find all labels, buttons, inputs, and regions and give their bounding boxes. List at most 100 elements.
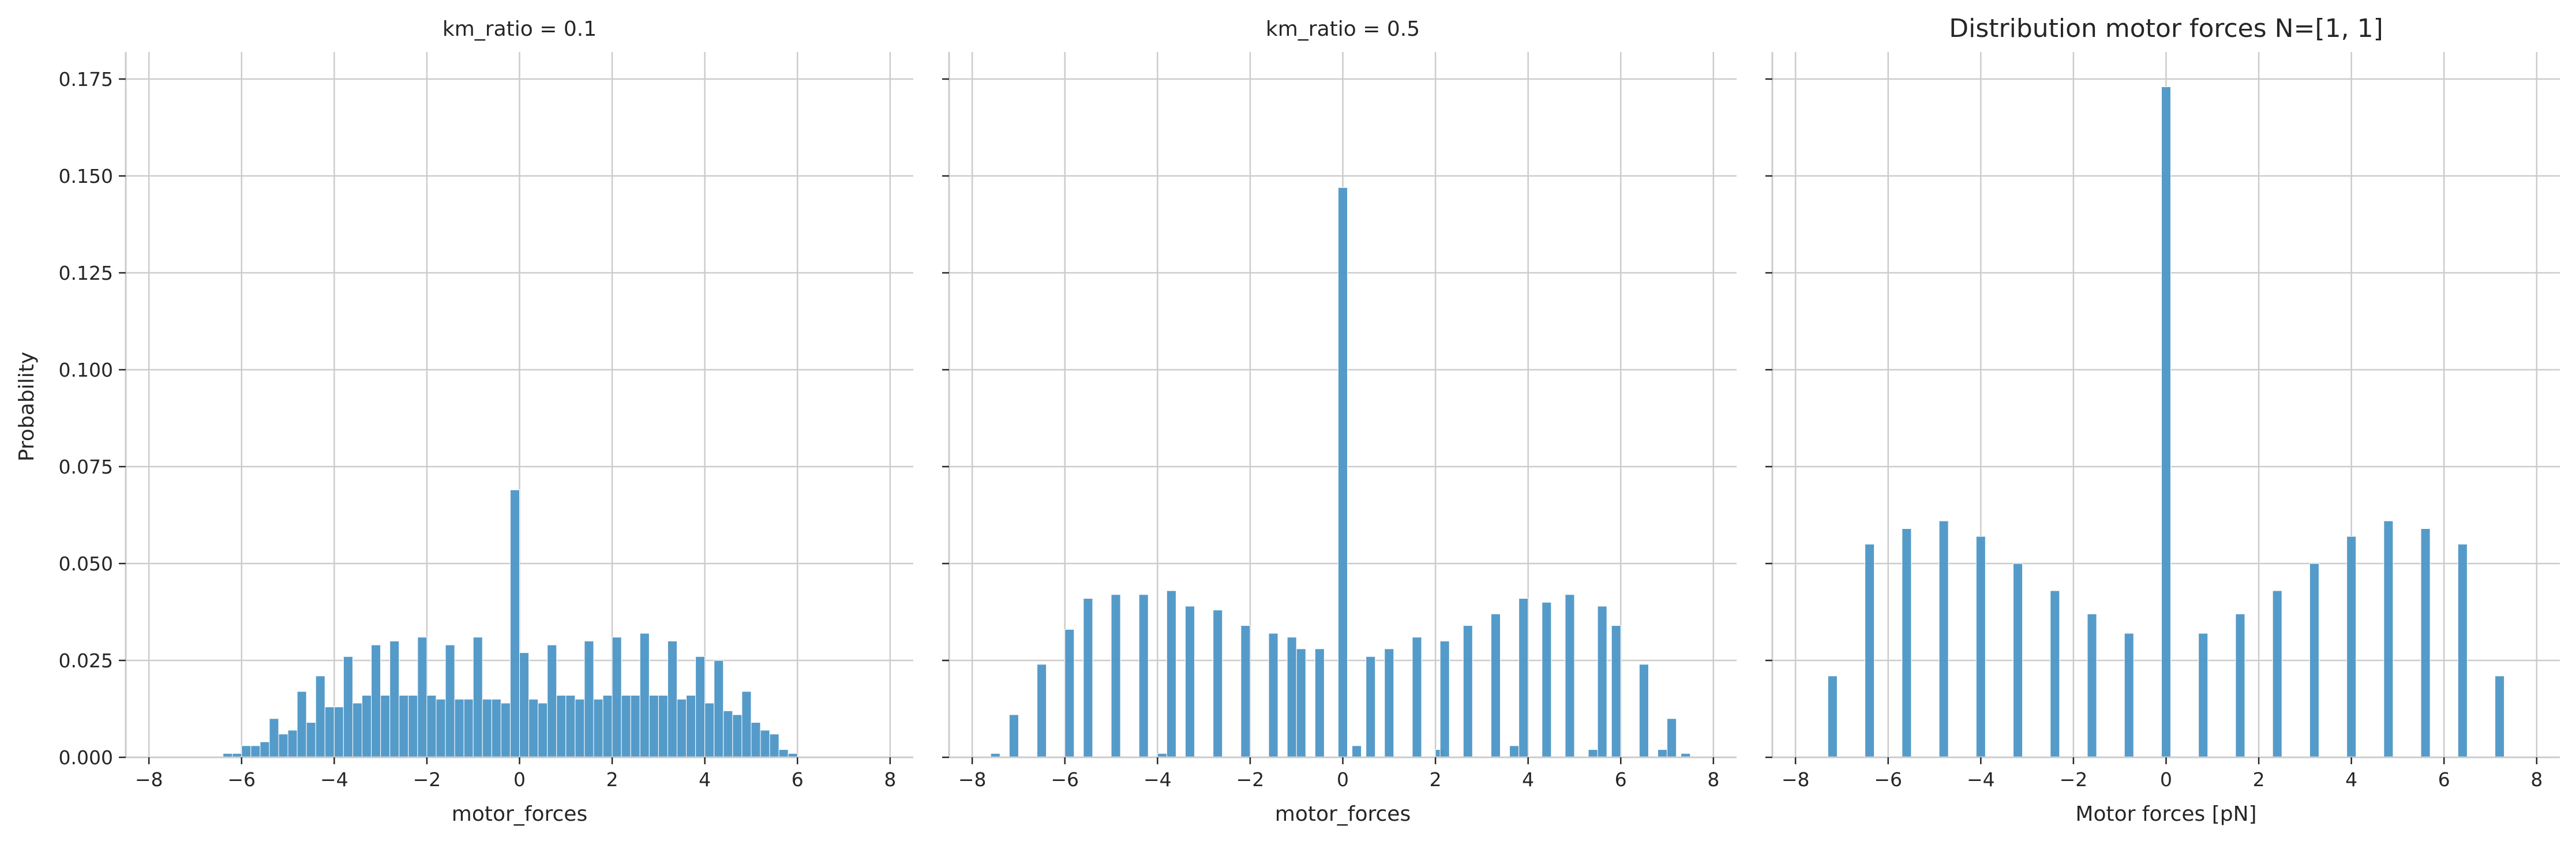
histogram-bar: [343, 656, 353, 758]
histogram-bar: [509, 489, 520, 758]
histogram-bar: [584, 640, 594, 758]
panel-title: km_ratio = 0.1: [443, 17, 597, 41]
histogram-bar: [1667, 718, 1677, 758]
histogram-bar: [704, 703, 715, 758]
histogram-bar: [389, 640, 400, 758]
histogram-bar: [260, 741, 270, 758]
x-tick-label: −4: [1143, 768, 1172, 791]
x-tick-label: 0: [1337, 768, 1349, 791]
histogram-bar: [278, 734, 288, 758]
histogram-bar: [2457, 543, 2468, 758]
x-tick-label: −2: [2060, 768, 2088, 791]
histogram-bar: [1037, 664, 1047, 758]
histogram-bar: [621, 694, 631, 758]
histogram-bar: [426, 694, 437, 758]
histogram-bar: [333, 707, 344, 758]
x-tick-label: 2: [1430, 768, 1442, 791]
histogram-bar: [250, 745, 261, 758]
histogram-bar: [2124, 633, 2134, 758]
histogram-bar: [1083, 598, 1093, 758]
histogram-bar: [538, 703, 548, 758]
histogram-bar: [287, 730, 298, 758]
histogram-bar: [1509, 745, 1520, 758]
x-tick-label: −8: [958, 768, 987, 791]
chart-panel-1: −8 −6 −4 −2 0 2 4 6 8 0.000 0.025 0.050 0.075 0.100 0.…: [59, 17, 913, 826]
histogram-bar: [1638, 664, 1649, 758]
histogram-bar: [1588, 749, 1598, 758]
x-tick-label: 6: [1615, 768, 1627, 791]
histogram-bar: [2272, 590, 2282, 758]
y-axis-label: Probability: [15, 352, 39, 461]
histogram-bar: [1185, 606, 1195, 758]
histogram-bar: [371, 644, 381, 758]
histogram-bar: [760, 730, 770, 758]
x-tick-label: 2: [606, 768, 618, 791]
y-tick-label: 0.125: [59, 262, 113, 284]
histogram-bar: [1138, 594, 1149, 758]
histogram-bar: [324, 707, 335, 758]
histogram-bar: [1337, 187, 1348, 758]
x-tick-label: −8: [135, 768, 163, 791]
histogram-bar: [1542, 602, 1552, 758]
histogram-bar: [2309, 563, 2319, 758]
histogram-bar: [436, 698, 446, 758]
x-tick-label: −2: [413, 768, 441, 791]
histogram-bar: [1213, 610, 1223, 758]
x-tick-label: −6: [227, 768, 256, 791]
histogram-bar: [1490, 613, 1501, 758]
histogram-bar: [2161, 86, 2172, 758]
histogram-bar: [677, 698, 687, 758]
histogram-bar: [741, 691, 752, 758]
histogram-bar: [2013, 563, 2023, 758]
histogram-bar: [686, 694, 696, 758]
x-tick-label: −6: [1874, 768, 1902, 791]
y-tick-label: 0.025: [59, 649, 113, 672]
histogram-bar: [315, 675, 325, 758]
histogram-bar: [1384, 648, 1394, 758]
histogram-bar: [1597, 606, 1607, 758]
histogram-bar: [2383, 520, 2394, 758]
histogram-bar: [1166, 590, 1176, 758]
histogram-bar: [1902, 528, 1912, 758]
histogram-bar: [1827, 675, 1838, 758]
histogram-bar: [269, 718, 279, 758]
histogram-bar: [2495, 675, 2505, 758]
x-tick-label: −6: [1051, 768, 1079, 791]
y-tick-label: 0.175: [59, 68, 113, 91]
histogram-bar: [362, 694, 372, 758]
histogram-bar: [639, 633, 650, 758]
histogram-bar: [2198, 633, 2208, 758]
histogram-bar: [1412, 637, 1422, 758]
x-tick-label: 6: [2438, 768, 2450, 791]
histogram-bar: [1064, 629, 1075, 758]
histogram-bar: [751, 722, 761, 758]
histogram-bar: [593, 698, 603, 758]
histogram-bar: [445, 644, 455, 758]
x-tick-label: 0: [2160, 768, 2172, 791]
histogram-bar: [658, 694, 668, 758]
histogram-bar: [1658, 749, 1668, 758]
x-tick-label: 4: [2345, 768, 2357, 791]
histogram-bar: [1352, 745, 1362, 758]
histogram-bar: [2087, 613, 2097, 758]
histogram-bar: [519, 652, 530, 758]
histogram-bar: [399, 694, 409, 758]
y-tick-label: 0.000: [59, 746, 113, 769]
chart-panels: −8 −6 −4 −2 0 2 4 6 8 0.000 0.025 0.050 0.075 0.100 0.…: [59, 14, 2560, 826]
histogram-bar: [667, 640, 677, 758]
histogram-bar: [2346, 536, 2357, 758]
histogram-bar: [1565, 594, 1575, 758]
histogram-bar: [575, 698, 585, 758]
histogram-bar: [297, 691, 307, 758]
histogram-bar: [769, 734, 779, 758]
y-tick-label: 0.100: [59, 359, 113, 381]
histogram-bar: [380, 694, 391, 758]
histogram-bar: [1240, 625, 1251, 758]
histogram-bar: [482, 698, 492, 758]
x-axis-label: Motor forces [pN]: [2075, 802, 2256, 826]
x-tick-label: 8: [1707, 768, 1719, 791]
histogram-bar: [2235, 613, 2245, 758]
x-tick-label: −4: [1967, 768, 1995, 791]
histogram-bar: [1439, 640, 1450, 758]
